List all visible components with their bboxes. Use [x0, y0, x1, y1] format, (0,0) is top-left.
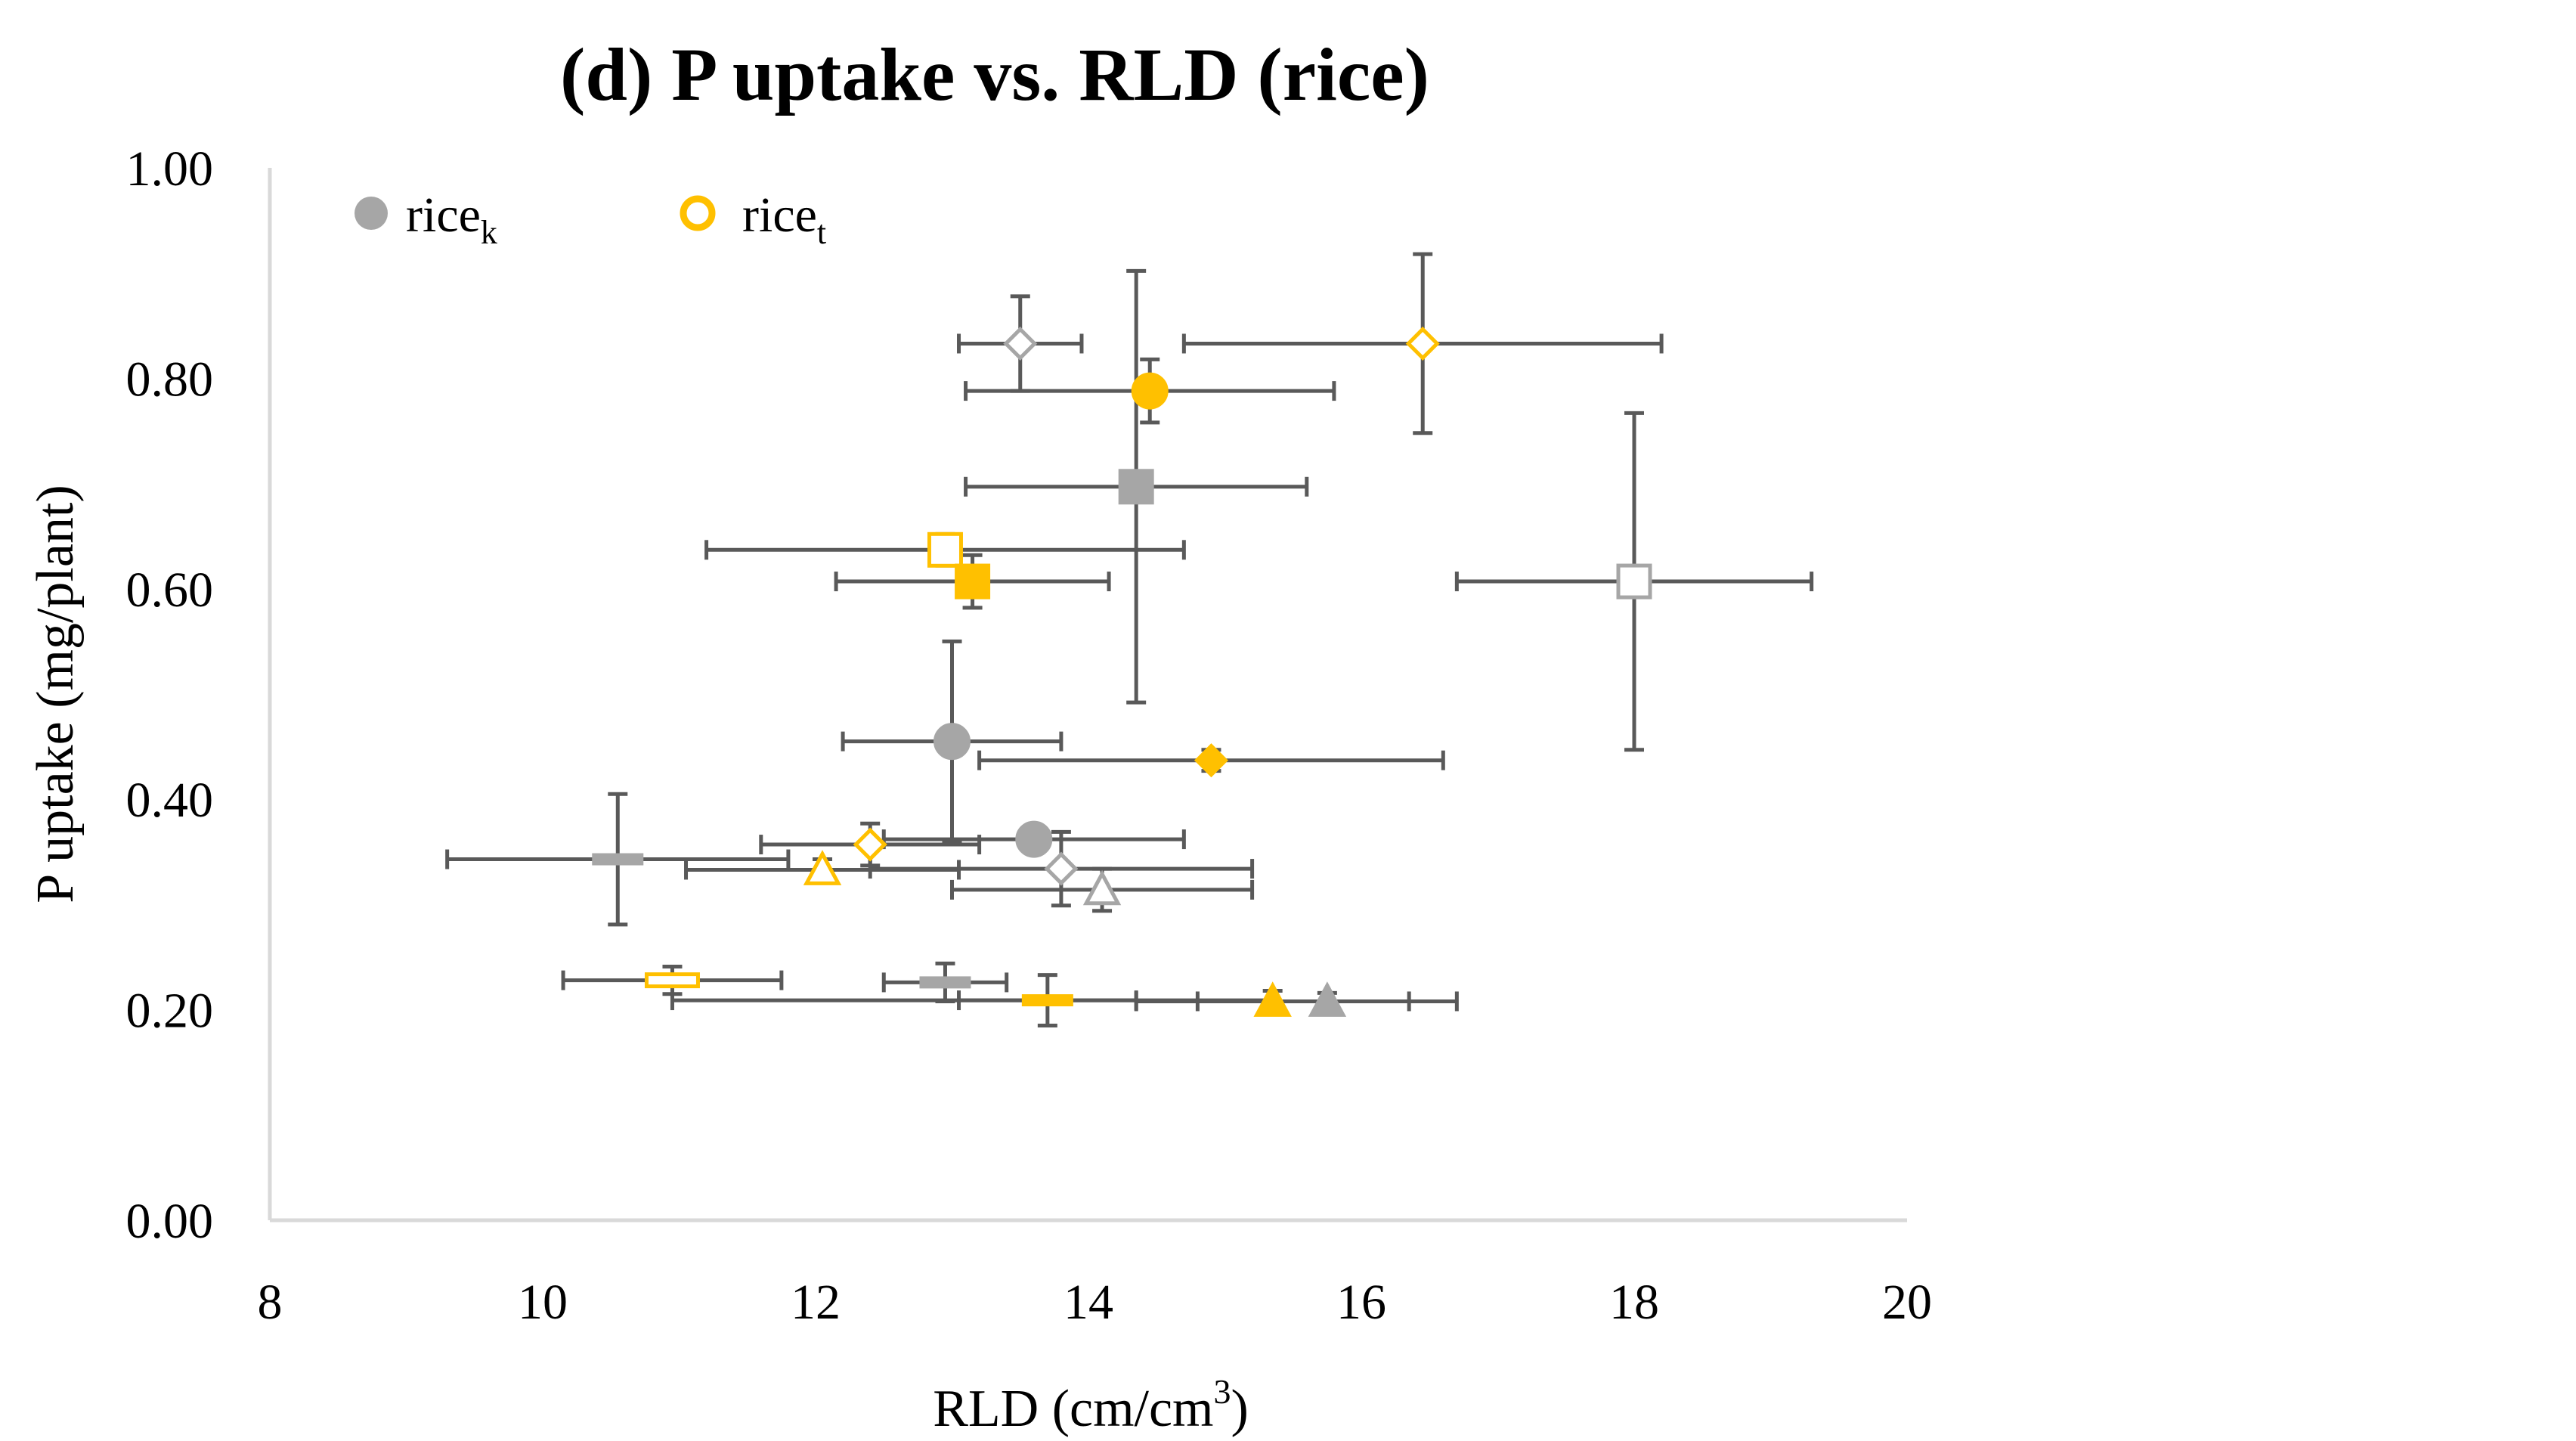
data-point-rice-k-circle	[933, 723, 971, 761]
x-tick-label: 14	[1064, 1275, 1113, 1330]
x-axis-label-end: )	[1231, 1380, 1248, 1438]
x-tick-label: 10	[518, 1275, 568, 1330]
data-point-rice-k-dash	[919, 976, 971, 989]
data-point-rice-t-dash	[1021, 994, 1073, 1007]
x-tick-label: 20	[1882, 1275, 1932, 1330]
x-axis-label-superscript: 3	[1213, 1372, 1231, 1411]
error-bar	[670, 990, 1275, 1011]
legend: ricek ricet	[355, 187, 826, 251]
data-point-rice-t-diamond	[1405, 326, 1440, 361]
data-point-rice-t-square	[927, 531, 963, 568]
data-point-rice-k-triangle	[1082, 869, 1122, 906]
y-tick-label: 0.20	[126, 984, 214, 1039]
legend-label-rice-k-name: rice	[406, 187, 481, 243]
y-tick-label: 0.60	[126, 562, 214, 618]
data-point-rice-k-diamond	[1003, 326, 1038, 361]
data-point-rice-k-dash	[592, 853, 644, 866]
data-points	[592, 326, 1652, 1017]
x-axis-label-main: RLD (cm/cm	[933, 1380, 1213, 1438]
chart-title: (d) P uptake vs. RLD (rice)	[560, 33, 1429, 116]
data-point-rice-t-square	[955, 563, 991, 600]
data-point-rice-t-dash	[644, 972, 700, 989]
data-point-rice-k-triangle	[1308, 981, 1347, 1017]
data-point-rice-t-triangle	[803, 850, 842, 885]
y-axis-label: P uptake (mg/plant)	[26, 485, 85, 903]
error-bars	[445, 252, 1814, 1027]
x-tick-labels: 8 10 12 14 16 18 20	[258, 1275, 1933, 1330]
legend-label-rice-t-sub: t	[817, 214, 826, 251]
data-point-rice-t-circle	[1131, 372, 1169, 410]
x-axis-label: RLD (cm/cm3)	[933, 1372, 1249, 1438]
x-tick-label: 8	[258, 1275, 283, 1330]
data-point-rice-k-square	[1616, 563, 1652, 600]
data-point-rice-k-circle	[1015, 820, 1053, 858]
legend-label-rice-t-name: rice	[742, 187, 817, 243]
data-point-rice-t-diamond	[853, 827, 887, 862]
legend-label-rice-t: ricet	[742, 187, 826, 251]
x-tick-label: 16	[1336, 1275, 1386, 1330]
y-tick-label: 0.00	[126, 1194, 214, 1249]
y-tick-labels: 0.00 0.20 0.40 0.60 0.80 1.00	[126, 141, 214, 1249]
data-point-rice-k-square	[1118, 469, 1154, 505]
legend-label-rice-k: ricek	[406, 187, 497, 251]
data-point-rice-k-diamond	[1044, 851, 1079, 886]
x-tick-label: 12	[791, 1275, 841, 1330]
y-tick-label: 1.00	[126, 141, 214, 197]
x-tick-label: 18	[1609, 1275, 1659, 1330]
legend-label-rice-k-sub: k	[481, 214, 497, 251]
y-tick-label: 0.40	[126, 773, 214, 828]
data-point-rice-t-triangle	[1253, 981, 1292, 1017]
legend-marker-rice-k	[355, 197, 388, 230]
data-point-rice-t-diamond	[1194, 743, 1228, 778]
y-tick-label: 0.80	[126, 352, 214, 407]
legend-marker-rice-t	[680, 195, 716, 231]
